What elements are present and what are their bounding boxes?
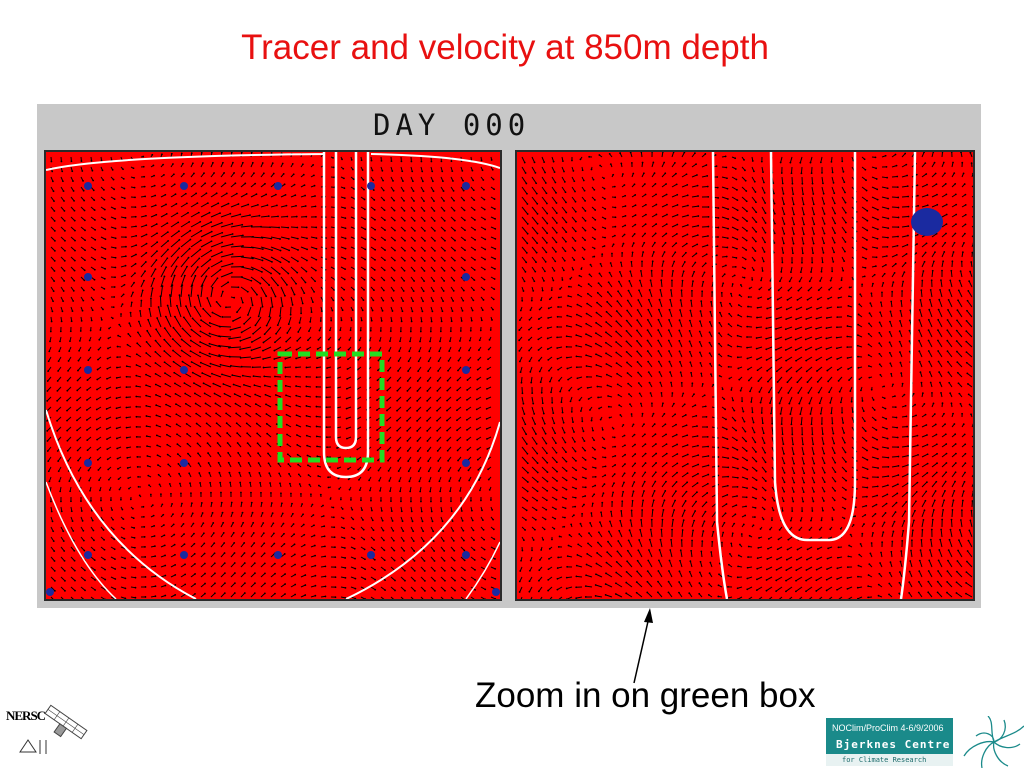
badge-sub: for Climate Research — [826, 754, 953, 766]
green-zoom-box — [277, 351, 385, 463]
bjerknes-badge: NOClim/ProClim 4-6/9/2006 Bjerknes Centr… — [824, 716, 1024, 768]
right-velocity-arrows — [518, 152, 973, 599]
left-velocity-arrows — [46, 152, 497, 599]
badge-name: Bjerknes Centre — [836, 738, 951, 751]
zoom-arrow-icon — [633, 608, 653, 684]
bjerknes-swirl-icon — [963, 716, 1024, 768]
day-label: DAY 000 — [373, 108, 531, 142]
badge-date: NOClim/ProClim 4-6/9/2006 — [832, 723, 944, 733]
left-contours — [46, 152, 500, 599]
left-tracer-dots — [46, 182, 500, 596]
right-panel-zoom — [515, 150, 975, 601]
velocity-field-left — [46, 152, 500, 599]
left-panel-full-domain — [44, 150, 502, 601]
right-contours — [711, 152, 917, 599]
nersc-logo-text: NERSC — [6, 708, 46, 723]
slide-title: Tracer and velocity at 850m depth — [241, 28, 769, 67]
zoom-annotation: Zoom in on green box — [475, 676, 816, 715]
badge-box: NOClim/ProClim 4-6/9/2006 Bjerknes Centr… — [826, 718, 953, 766]
velocity-field-right — [518, 152, 973, 599]
nersc-satellite-icon — [19, 704, 88, 754]
right-tracer-blob — [911, 208, 943, 236]
